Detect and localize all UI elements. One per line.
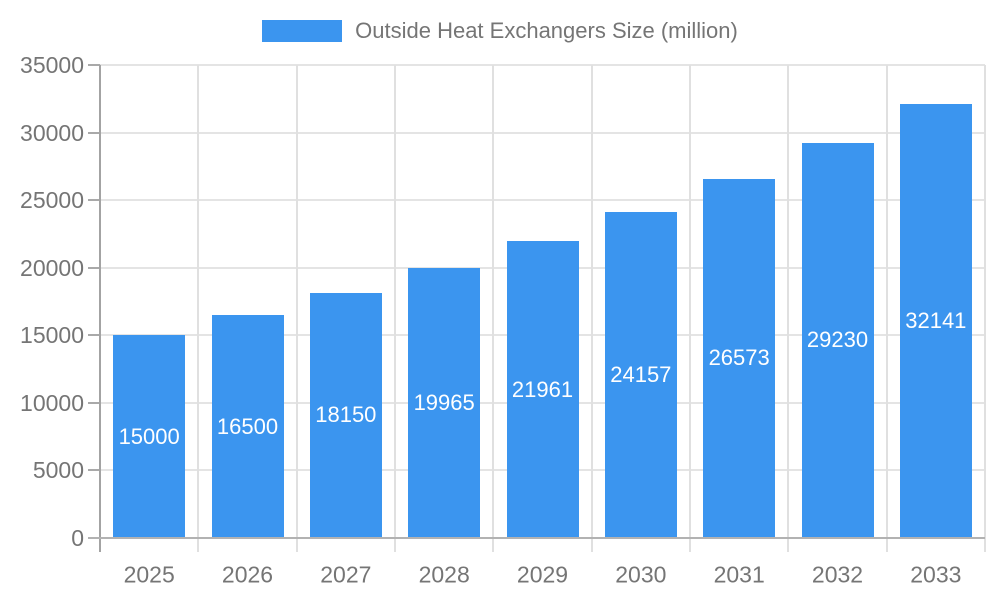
x-tick-label: 2030 (615, 561, 667, 588)
bar-value-label: 24157 (610, 361, 672, 387)
x-gridline (885, 65, 888, 552)
x-gridline (787, 65, 790, 552)
y-gridline (100, 64, 985, 66)
x-tick-label: 2033 (910, 561, 962, 588)
y-gridline (100, 131, 985, 134)
x-tick-label: 2025 (123, 561, 175, 588)
y-tick-label: 5000 (32, 457, 84, 484)
bar-2029[interactable] (506, 241, 579, 538)
bar-2027[interactable] (309, 292, 382, 538)
x-gridline (394, 65, 396, 552)
bar-2030[interactable] (604, 211, 677, 538)
x-tick-label: 2026 (221, 561, 274, 588)
bar-value-label: 29230 (806, 327, 869, 353)
y-tick-mark (88, 334, 100, 337)
x-tick-label: 2031 (713, 561, 765, 588)
x-gridline (984, 65, 986, 552)
bar-2028[interactable] (408, 268, 481, 538)
x-gridline (197, 65, 200, 552)
y-tick-label: 20000 (20, 254, 84, 281)
x-tick-label: 2029 (516, 561, 569, 588)
y-tick-mark (88, 266, 100, 269)
y-axis-line (99, 65, 101, 552)
y-tick-label: 10000 (20, 389, 84, 416)
bar-value-label: 16500 (216, 413, 279, 439)
x-gridline (492, 65, 495, 552)
x-axis-line (88, 537, 985, 539)
legend-label: Outside Heat Exchangers Size (million) (355, 18, 738, 43)
bar-2033[interactable] (899, 103, 972, 538)
bar-value-label: 15000 (118, 423, 180, 449)
x-gridline (689, 65, 691, 552)
y-tick-label: 30000 (20, 119, 84, 146)
bar-value-label: 19965 (413, 390, 475, 416)
y-tick-label: 25000 (20, 187, 84, 214)
y-tick-mark (88, 131, 100, 134)
y-tick-mark (88, 199, 100, 202)
bar-2031[interactable] (703, 178, 776, 538)
bar-value-label: 18150 (315, 402, 377, 428)
bar-value-label: 21961 (511, 376, 574, 402)
y-tick-label: 15000 (20, 322, 84, 349)
x-gridline (295, 65, 298, 552)
y-tick-mark (88, 64, 100, 66)
bar-2032[interactable] (801, 142, 874, 538)
x-tick-label: 2032 (811, 561, 864, 588)
bar-value-label: 26573 (708, 345, 770, 371)
y-tick-mark (88, 401, 100, 404)
bar-2025[interactable] (113, 335, 186, 538)
legend[interactable]: Outside Heat Exchangers Size (million) (0, 18, 1000, 44)
legend-swatch-icon (262, 20, 343, 42)
y-tick-label: 0 (71, 525, 84, 551)
y-tick-label: 35000 (20, 52, 84, 78)
y-gridline (100, 199, 985, 202)
x-tick-label: 2028 (418, 561, 470, 588)
bar-value-label: 32141 (905, 307, 967, 333)
y-tick-mark (88, 469, 100, 472)
bar-2026[interactable] (211, 315, 284, 538)
x-tick-label: 2027 (320, 561, 372, 588)
x-gridline (590, 65, 593, 552)
